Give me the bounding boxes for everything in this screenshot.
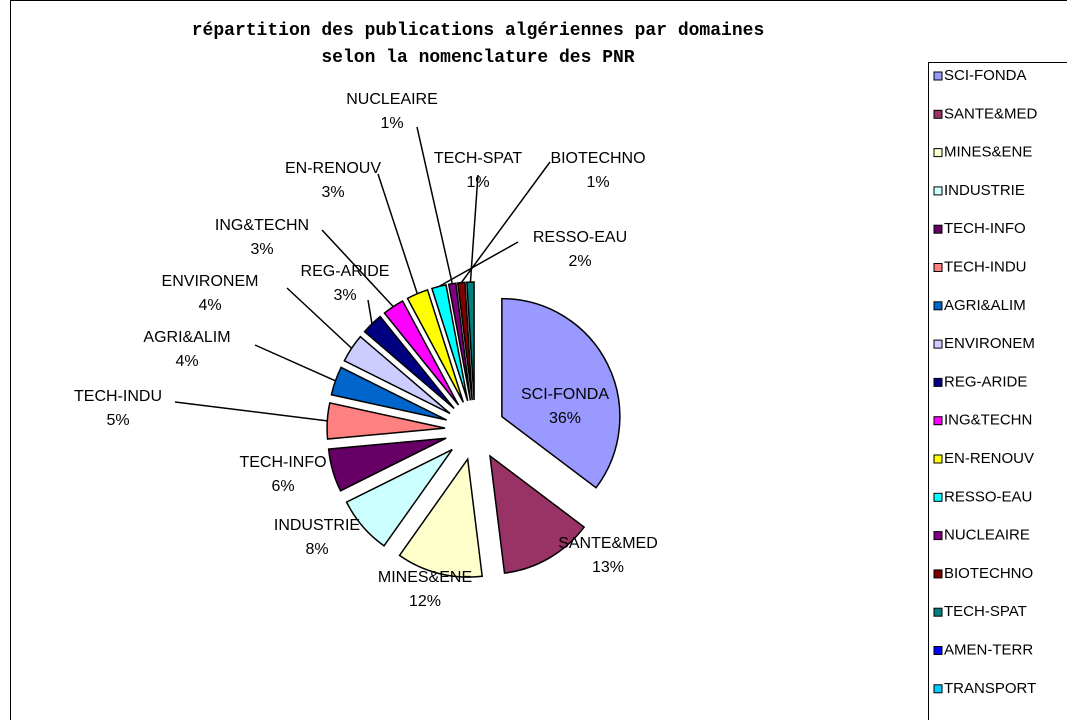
data-label-value: 1% <box>466 174 489 191</box>
data-label-value: 12% <box>409 593 441 610</box>
chart-title: selon la nomenclature des PNR <box>321 48 634 68</box>
data-label-value: 4% <box>198 297 221 314</box>
legend-swatch <box>934 608 942 616</box>
data-label-name: ENVIRONEM <box>162 273 259 290</box>
legend-swatch <box>934 340 942 348</box>
legend-swatch <box>934 72 942 80</box>
data-label-name: EN-RENOUV <box>285 160 381 177</box>
data-label-value: 3% <box>250 241 273 258</box>
legend-swatch <box>934 570 942 578</box>
data-label-name: TECH-SPAT <box>434 150 523 167</box>
legend-frame <box>929 63 1067 721</box>
legend-swatch <box>934 378 942 386</box>
legend-label: REG-ARIDE <box>944 373 1027 390</box>
legend-label: TECH-INFO <box>944 220 1026 237</box>
data-label-name: RESSO-EAU <box>533 229 627 246</box>
legend-label: TECH-SPAT <box>944 603 1027 620</box>
legend-label: TRANSPORT <box>944 680 1036 697</box>
legend-swatch <box>934 493 942 501</box>
legend-label: RESSO-EAU <box>944 488 1032 505</box>
data-label-value: 5% <box>106 412 129 429</box>
legend-label: INDUSTRIE <box>944 182 1025 199</box>
legend-swatch <box>934 149 942 157</box>
data-label-name: REG-ARIDE <box>301 263 390 280</box>
data-label-name: SANTE&MED <box>558 535 658 552</box>
legend-swatch <box>934 110 942 118</box>
data-label-value: 3% <box>333 287 356 304</box>
legend-label: ENVIRONEM <box>944 335 1035 352</box>
legend-swatch <box>934 647 942 655</box>
legend-label: TECH-INDU <box>944 258 1027 275</box>
legend-swatch <box>934 455 942 463</box>
legend-label: MINES&ENE <box>944 144 1032 161</box>
data-label-value: 8% <box>305 541 328 558</box>
data-label-value: 13% <box>592 559 624 576</box>
data-label-name: TECH-INFO <box>239 454 326 471</box>
legend-swatch <box>934 302 942 310</box>
data-label-name: NUCLEAIRE <box>346 91 438 108</box>
data-label-value: 1% <box>586 174 609 191</box>
legend-label: NUCLEAIRE <box>944 527 1030 544</box>
data-label-name: SCI-FONDA <box>521 386 609 403</box>
data-label-name: INDUSTRIE <box>274 517 360 534</box>
legend-label: BIOTECHNO <box>944 565 1033 582</box>
legend-label: SCI-FONDA <box>944 67 1027 84</box>
legend-label: ING&TECHN <box>944 412 1032 429</box>
data-label-value: 3% <box>321 184 344 201</box>
legend-label: SANTE&MED <box>944 105 1038 122</box>
legend-swatch <box>934 685 942 693</box>
legend-swatch <box>934 225 942 233</box>
legend-swatch <box>934 264 942 272</box>
legend-swatch <box>934 187 942 195</box>
data-label-value: 6% <box>271 478 294 495</box>
data-label-value: 4% <box>175 353 198 370</box>
data-label-value: 1% <box>380 115 403 132</box>
legend-swatch <box>934 417 942 425</box>
legend-swatch <box>934 532 942 540</box>
legend-label: EN-RENOUV <box>944 450 1034 467</box>
legend-label: AGRI&ALIM <box>944 297 1026 314</box>
data-label-name: AGRI&ALIM <box>143 329 230 346</box>
data-label-value: 2% <box>568 253 591 270</box>
legend-label: AMEN-TERR <box>944 641 1033 658</box>
data-label-name: BIOTECHNO <box>550 150 645 167</box>
data-label-name: MINES&ENE <box>378 569 472 586</box>
data-label-name: ING&TECHN <box>215 217 309 234</box>
data-label-value: 36% <box>549 410 581 427</box>
data-label-name: TECH-INDU <box>74 388 162 405</box>
chart-title: répartition des publications algériennes… <box>192 21 765 41</box>
